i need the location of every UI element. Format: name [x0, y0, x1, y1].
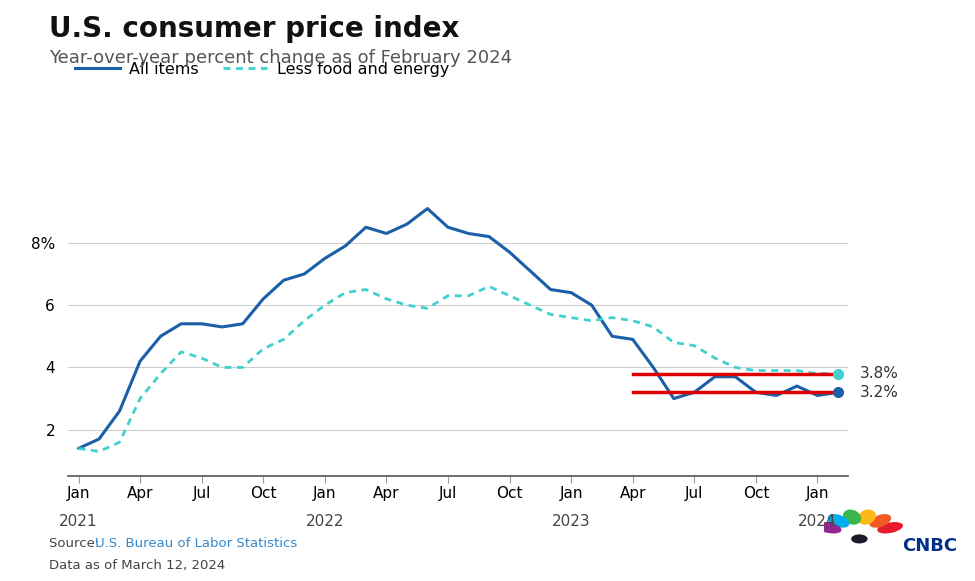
- Ellipse shape: [816, 522, 841, 533]
- Text: 2022: 2022: [305, 514, 344, 529]
- Text: U.S. consumer price index: U.S. consumer price index: [49, 15, 459, 42]
- Text: 2021: 2021: [59, 514, 98, 529]
- Ellipse shape: [828, 514, 849, 528]
- Text: U.S. Bureau of Labor Statistics: U.S. Bureau of Labor Statistics: [95, 537, 296, 550]
- Text: 3.8%: 3.8%: [860, 366, 899, 381]
- Text: Data as of March 12, 2024: Data as of March 12, 2024: [49, 559, 225, 572]
- Ellipse shape: [870, 514, 891, 528]
- Ellipse shape: [858, 510, 876, 525]
- Ellipse shape: [842, 510, 861, 525]
- Text: 2024: 2024: [799, 514, 837, 529]
- Text: CNBC: CNBC: [903, 537, 957, 555]
- Legend: All items, Less food and energy: All items, Less food and energy: [68, 55, 455, 83]
- Text: Source:: Source:: [49, 537, 103, 550]
- Text: 3.2%: 3.2%: [860, 385, 899, 400]
- Text: Year-over-year percent change as of February 2024: Year-over-year percent change as of Febr…: [49, 49, 512, 67]
- Ellipse shape: [878, 522, 903, 533]
- Text: 2023: 2023: [552, 514, 591, 529]
- Circle shape: [851, 535, 868, 543]
